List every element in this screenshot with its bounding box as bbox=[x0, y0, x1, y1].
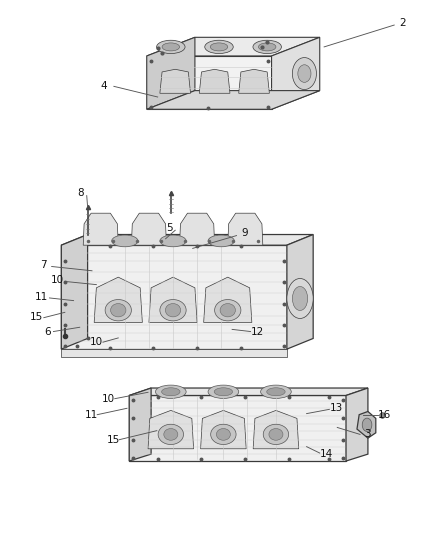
Polygon shape bbox=[253, 410, 299, 449]
Polygon shape bbox=[204, 277, 252, 322]
Polygon shape bbox=[357, 411, 376, 438]
Ellipse shape bbox=[215, 300, 241, 321]
Ellipse shape bbox=[105, 300, 131, 321]
Ellipse shape bbox=[211, 424, 236, 445]
Text: 7: 7 bbox=[40, 261, 47, 270]
Text: 11: 11 bbox=[35, 292, 48, 302]
Text: 6: 6 bbox=[44, 327, 51, 336]
Polygon shape bbox=[147, 91, 320, 109]
Ellipse shape bbox=[110, 304, 126, 317]
Ellipse shape bbox=[261, 385, 291, 399]
Ellipse shape bbox=[208, 235, 234, 247]
Polygon shape bbox=[129, 388, 368, 395]
Polygon shape bbox=[201, 410, 246, 449]
Polygon shape bbox=[199, 69, 230, 93]
Polygon shape bbox=[131, 213, 166, 245]
Text: 2: 2 bbox=[399, 18, 406, 28]
Ellipse shape bbox=[258, 43, 276, 51]
Ellipse shape bbox=[263, 424, 289, 445]
Ellipse shape bbox=[156, 40, 185, 54]
Polygon shape bbox=[129, 395, 346, 461]
Ellipse shape bbox=[292, 58, 316, 90]
Polygon shape bbox=[147, 37, 195, 109]
Text: 5: 5 bbox=[166, 223, 173, 233]
Ellipse shape bbox=[160, 300, 186, 321]
Polygon shape bbox=[61, 349, 287, 357]
Ellipse shape bbox=[216, 429, 230, 440]
Polygon shape bbox=[149, 277, 197, 322]
Text: 3: 3 bbox=[364, 430, 371, 439]
Ellipse shape bbox=[287, 278, 313, 318]
Polygon shape bbox=[147, 56, 272, 109]
Ellipse shape bbox=[210, 43, 228, 51]
Ellipse shape bbox=[253, 40, 281, 54]
Polygon shape bbox=[147, 37, 320, 56]
Ellipse shape bbox=[160, 235, 186, 247]
Ellipse shape bbox=[166, 304, 180, 317]
Ellipse shape bbox=[162, 388, 180, 395]
Polygon shape bbox=[61, 235, 313, 245]
Ellipse shape bbox=[267, 388, 285, 395]
Ellipse shape bbox=[362, 418, 372, 432]
Text: 16: 16 bbox=[378, 410, 391, 419]
Text: 10: 10 bbox=[102, 394, 115, 403]
Ellipse shape bbox=[269, 429, 283, 440]
Ellipse shape bbox=[214, 388, 233, 395]
Polygon shape bbox=[94, 277, 142, 322]
Text: 15: 15 bbox=[30, 312, 43, 322]
Polygon shape bbox=[160, 69, 191, 93]
Text: 10: 10 bbox=[90, 337, 103, 347]
Text: 11: 11 bbox=[85, 410, 98, 419]
Polygon shape bbox=[129, 388, 151, 461]
Polygon shape bbox=[287, 235, 313, 349]
Ellipse shape bbox=[164, 429, 178, 440]
Ellipse shape bbox=[298, 65, 311, 83]
Text: 8: 8 bbox=[78, 188, 85, 198]
Ellipse shape bbox=[220, 304, 236, 317]
Polygon shape bbox=[180, 213, 215, 245]
Polygon shape bbox=[83, 213, 118, 245]
Text: 12: 12 bbox=[251, 327, 264, 336]
Text: 9: 9 bbox=[241, 229, 248, 238]
Ellipse shape bbox=[208, 385, 239, 399]
Polygon shape bbox=[61, 235, 88, 349]
Ellipse shape bbox=[205, 40, 233, 54]
Ellipse shape bbox=[293, 287, 308, 310]
Polygon shape bbox=[239, 69, 269, 93]
Text: 13: 13 bbox=[330, 403, 343, 413]
Text: 10: 10 bbox=[50, 276, 64, 285]
Polygon shape bbox=[228, 213, 263, 245]
Polygon shape bbox=[346, 388, 368, 461]
Polygon shape bbox=[61, 245, 287, 349]
Ellipse shape bbox=[112, 235, 138, 247]
Text: 4: 4 bbox=[101, 82, 108, 91]
Ellipse shape bbox=[162, 43, 180, 51]
Text: 15: 15 bbox=[106, 435, 120, 445]
Ellipse shape bbox=[158, 424, 184, 445]
Text: 14: 14 bbox=[320, 449, 333, 459]
Ellipse shape bbox=[155, 385, 186, 399]
Polygon shape bbox=[272, 37, 320, 109]
Polygon shape bbox=[148, 410, 194, 449]
